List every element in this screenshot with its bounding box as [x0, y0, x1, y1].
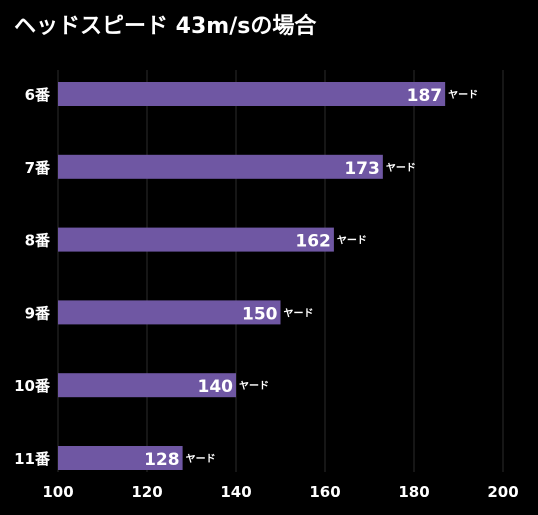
value-label: 187 [407, 86, 443, 106]
category-label: 8番 [25, 232, 51, 250]
category-label: 7番 [25, 159, 51, 177]
value-label: 128 [144, 450, 180, 470]
x-tick-label: 160 [309, 483, 340, 501]
bar-9番 [58, 300, 281, 325]
unit-label: ヤード [386, 162, 416, 174]
category-label: 11番 [14, 450, 51, 468]
category-label: 10番 [14, 377, 51, 395]
unit-label: ヤード [186, 453, 216, 465]
bar-6番 [58, 82, 446, 106]
x-tick-label: 180 [398, 483, 429, 501]
value-label: 140 [198, 377, 234, 397]
value-label: 162 [295, 232, 331, 252]
unit-label: ヤード [337, 235, 367, 247]
chart-title: ヘッドスピード 43m/sの場合 [14, 14, 317, 39]
bar-11番 [58, 446, 183, 470]
x-tick-label: 200 [487, 483, 518, 501]
category-label: 9番 [25, 304, 51, 322]
unit-label: ヤード [239, 380, 269, 392]
bar-10番 [58, 373, 236, 398]
x-tick-label: 120 [131, 483, 162, 501]
x-tick-label: 100 [42, 483, 73, 501]
bar-7番 [58, 154, 383, 179]
value-label: 150 [242, 304, 278, 324]
unit-label: ヤード [284, 307, 314, 319]
value-label: 173 [344, 159, 380, 179]
bar-8番 [58, 227, 334, 252]
category-label: 6番 [25, 86, 51, 104]
x-tick-label: 140 [220, 483, 251, 501]
unit-label: ヤード [448, 89, 478, 101]
